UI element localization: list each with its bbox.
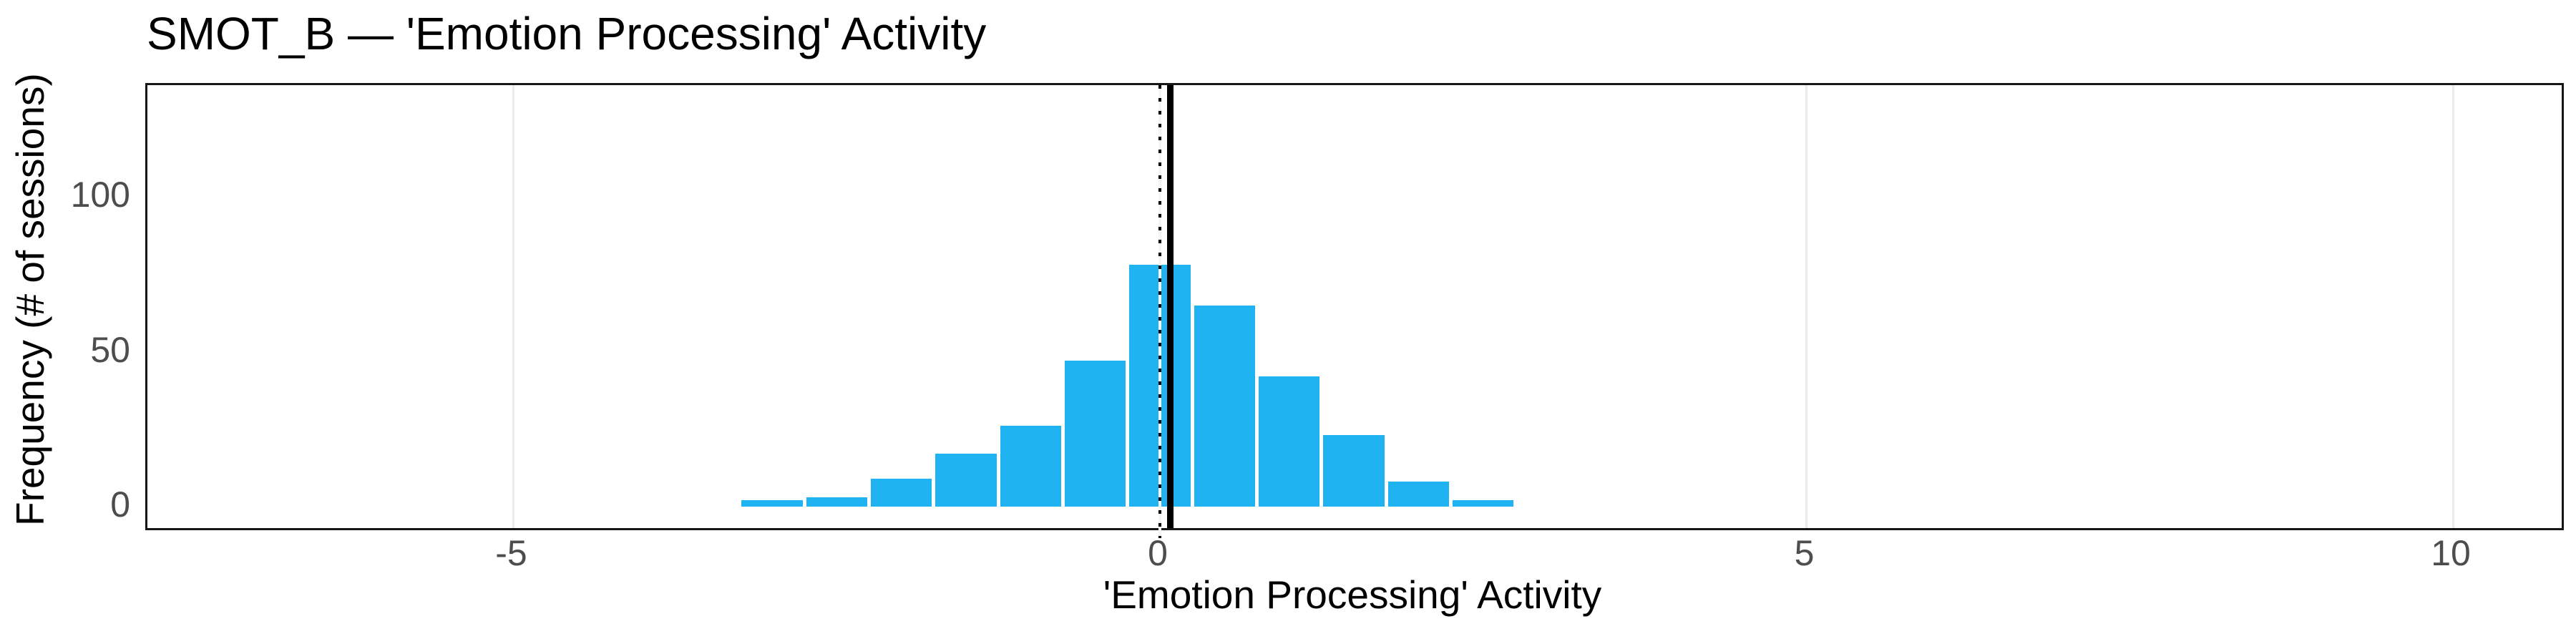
histogram-bar xyxy=(806,497,867,507)
gridline-x--5 xyxy=(512,85,514,528)
x-axis-title: 'Emotion Processing' Activity xyxy=(1103,572,1602,617)
y-axis-title: Frequency (# of sessions) xyxy=(8,73,52,526)
histogram-bar xyxy=(1194,305,1256,507)
x-tick-label: 0 xyxy=(1148,533,1168,573)
histogram-bar xyxy=(1453,500,1514,507)
histogram-bar xyxy=(1000,426,1061,507)
y-tick-label: 0 xyxy=(110,484,130,525)
histogram-bar xyxy=(1064,361,1126,507)
observed-value-line-solid xyxy=(1166,85,1174,528)
histogram-bar xyxy=(1259,376,1320,507)
plot-panel xyxy=(145,83,2564,538)
histogram-bar xyxy=(1387,482,1450,507)
histogram-bar xyxy=(870,479,932,507)
zero-reference-line-dotted xyxy=(1158,85,1161,538)
y-tick-label: 100 xyxy=(70,175,130,215)
histogram-bar xyxy=(1323,435,1385,507)
gridline-x-5 xyxy=(1805,85,1807,528)
x-tick-label: -5 xyxy=(495,533,527,573)
y-tick-label: 50 xyxy=(90,329,130,370)
histogram-bar xyxy=(741,500,803,507)
plot-title: SMOT_B — 'Emotion Processing' Activity xyxy=(147,8,987,59)
gridline-x-10 xyxy=(2451,85,2454,528)
histogram-bar xyxy=(935,454,997,507)
x-tick-label: 10 xyxy=(2431,533,2471,573)
x-tick-label: 5 xyxy=(1794,533,1815,573)
